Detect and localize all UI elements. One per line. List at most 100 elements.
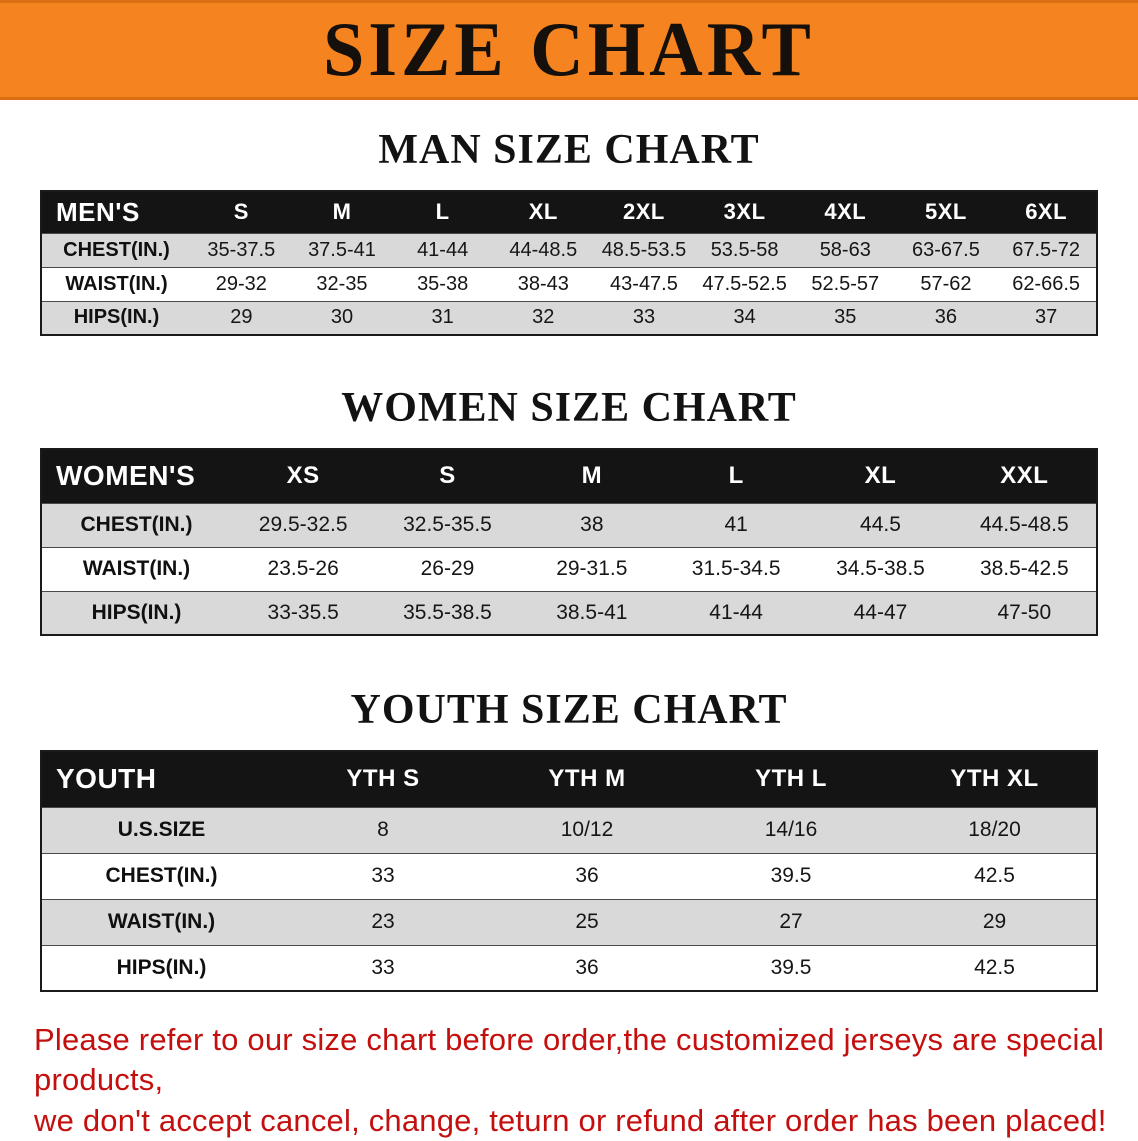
measurement-row-label: CHEST(IN.) (41, 232, 191, 267)
measurement-value-cell: 39.5 (689, 852, 893, 899)
measurement-row-label: U.S.SIZE (41, 806, 281, 853)
measurement-row-label: HIPS(IN.) (41, 590, 231, 635)
measurement-value-cell: 36 (485, 852, 689, 899)
men-measurement-row: CHEST(IN.) 35-37.5 37.5-41 41-44 44-48.5 48.5… (41, 232, 1097, 267)
youth-measurement-row: HIPS(IN.) 33 36 39.5 42.5 (41, 944, 1097, 991)
measurement-row-label: WAIST(IN.) (41, 266, 191, 301)
youth-measurement-row: WAIST(IN.) 23 25 27 29 (41, 898, 1097, 945)
measurement-value-cell: 42.5 (893, 852, 1097, 899)
measurement-row-label: HIPS(IN.) (41, 944, 281, 991)
men-section: MAN SIZE CHART MEN'S S M L XL 2XL 3XL 4XL 5XL 6XL… (0, 126, 1138, 336)
women-size-column-header: XL (808, 449, 953, 503)
measurement-value-cell: 63-67.5 (895, 232, 997, 267)
women-measurement-row: HIPS(IN.) 33-35.5 35.5-38.5 38.5-41 41-44 44-… (41, 590, 1097, 635)
measurement-value-cell: 32-35 (291, 266, 393, 301)
measurement-value-cell: 48.5-53.5 (593, 232, 695, 267)
women-size-column-header: XS (231, 449, 376, 503)
measurement-value-cell: 36 (895, 300, 997, 335)
measurement-value-cell: 39.5 (689, 944, 893, 991)
men-table-title: MEN'S (41, 191, 191, 233)
men-size-column-header: 2XL (593, 191, 695, 233)
youth-measurement-row: CHEST(IN.) 33 36 39.5 42.5 (41, 852, 1097, 899)
youth-table-title: YOUTH (41, 751, 281, 807)
measurement-value-cell: 44.5 (808, 502, 953, 547)
women-size-column-header: S (375, 449, 520, 503)
measurement-value-cell: 37 (996, 300, 1097, 335)
measurement-value-cell: 33 (281, 852, 485, 899)
measurement-row-label: HIPS(IN.) (41, 300, 191, 335)
youth-size-column-header: YTH M (485, 751, 689, 807)
youth-header-row: YOUTH YTH S YTH M YTH L YTH XL (41, 751, 1097, 807)
measurement-value-cell: 8 (281, 806, 485, 853)
measurement-value-cell: 43-47.5 (593, 266, 695, 301)
men-size-column-header: 6XL (996, 191, 1097, 233)
measurement-value-cell: 41-44 (392, 232, 493, 267)
measurement-value-cell: 38 (519, 502, 664, 547)
measurement-value-cell: 29 (191, 300, 292, 335)
women-heading: WOMEN SIZE CHART (341, 385, 797, 431)
measurement-value-cell: 47.5-52.5 (694, 266, 795, 301)
measurement-value-cell: 30 (291, 300, 393, 335)
youth-heading: YOUTH SIZE CHART (350, 687, 788, 733)
measurement-value-cell: 29-32 (191, 266, 292, 301)
youth-size-column-header: YTH S (281, 751, 485, 807)
men-header-row: MEN'S S M L XL 2XL 3XL 4XL 5XL 6XL (41, 191, 1097, 233)
measurement-value-cell: 38-43 (492, 266, 594, 301)
men-size-column-header: XL (492, 191, 594, 233)
men-size-column-header: M (291, 191, 393, 233)
measurement-value-cell: 31.5-34.5 (663, 546, 809, 591)
measurement-value-cell: 38.5-42.5 (952, 546, 1097, 591)
measurement-value-cell: 57-62 (895, 266, 997, 301)
women-measurement-row: WAIST(IN.) 23.5-26 26-29 29-31.5 31.5-34.5 34… (41, 546, 1097, 591)
measurement-value-cell: 27 (689, 898, 893, 945)
banner-title: SIZE CHART (323, 6, 815, 93)
notice-line-2: we don't accept cancel, change, teturn o… (34, 1102, 1107, 1138)
measurement-value-cell: 47-50 (952, 590, 1097, 635)
measurement-value-cell: 33-35.5 (231, 590, 376, 635)
measurement-value-cell: 36 (485, 944, 689, 991)
measurement-value-cell: 62-66.5 (996, 266, 1097, 301)
men-size-column-header: 5XL (895, 191, 997, 233)
measurement-value-cell: 29-31.5 (519, 546, 664, 591)
notice-line-1: Please refer to our size chart before or… (34, 1022, 1105, 1098)
youth-size-table: YOUTH YTH S YTH M YTH L YTH XL U.S.SIZE 8 10/12… (40, 750, 1098, 992)
measurement-value-cell: 41-44 (663, 590, 809, 635)
measurement-value-cell: 23 (281, 898, 485, 945)
measurement-row-label: CHEST(IN.) (41, 852, 281, 899)
women-size-column-header: XXL (952, 449, 1097, 503)
men-size-column-header: L (392, 191, 493, 233)
measurement-value-cell: 32 (492, 300, 594, 335)
measurement-value-cell: 37.5-41 (291, 232, 393, 267)
measurement-row-label: CHEST(IN.) (41, 502, 231, 547)
measurement-value-cell: 34 (694, 300, 795, 335)
footer-notice: Please refer to our size chart before or… (34, 1020, 1108, 1141)
measurement-value-cell: 33 (281, 944, 485, 991)
measurement-value-cell: 32.5-35.5 (375, 502, 520, 547)
measurement-value-cell: 44-48.5 (492, 232, 594, 267)
measurement-value-cell: 29.5-32.5 (231, 502, 376, 547)
measurement-value-cell: 18/20 (893, 806, 1097, 853)
measurement-value-cell: 35.5-38.5 (375, 590, 520, 635)
measurement-value-cell: 44.5-48.5 (952, 502, 1097, 547)
measurement-value-cell: 35-37.5 (191, 232, 292, 267)
men-size-column-header: S (191, 191, 292, 233)
measurement-value-cell: 31 (392, 300, 493, 335)
measurement-value-cell: 67.5-72 (996, 232, 1097, 267)
men-heading: MAN SIZE CHART (378, 127, 760, 173)
measurement-value-cell: 38.5-41 (519, 590, 664, 635)
men-size-column-header: 3XL (694, 191, 795, 233)
measurement-value-cell: 34.5-38.5 (808, 546, 953, 591)
youth-size-column-header: YTH XL (893, 751, 1097, 807)
measurement-value-cell: 14/16 (689, 806, 893, 853)
youth-measurement-row: U.S.SIZE 8 10/12 14/16 18/20 (41, 806, 1097, 853)
women-size-table: WOMEN'S XS S M L XL XXL CHEST(IN.) 29.5-32.5 32.5… (40, 448, 1098, 636)
men-size-table: MEN'S S M L XL 2XL 3XL 4XL 5XL 6XL CHEST(IN.) 35-37… (40, 190, 1098, 336)
measurement-value-cell: 35-38 (392, 266, 493, 301)
men-size-column-header: 4XL (794, 191, 896, 233)
size-chart-banner: SIZE CHART (0, 0, 1138, 100)
measurement-value-cell: 42.5 (893, 944, 1097, 991)
measurement-value-cell: 44-47 (808, 590, 953, 635)
measurement-value-cell: 35 (794, 300, 896, 335)
measurement-value-cell: 10/12 (485, 806, 689, 853)
women-measurement-row: CHEST(IN.) 29.5-32.5 32.5-35.5 38 41 44.5 44.5… (41, 502, 1097, 547)
